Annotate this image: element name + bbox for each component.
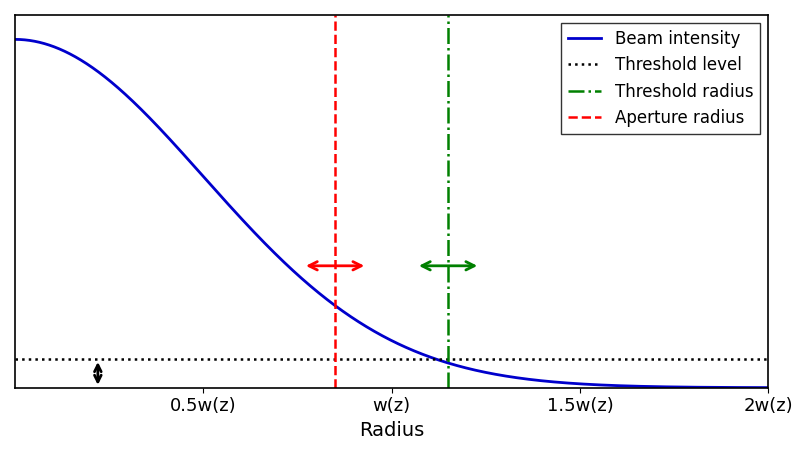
Line: Beam intensity: Beam intensity bbox=[15, 40, 768, 388]
Threshold level bbox=[387, 356, 397, 362]
Beam intensity bbox=[356, 321, 366, 326]
Beam intensity bbox=[741, 385, 751, 390]
Threshold level bbox=[11, 356, 20, 362]
Beam intensity bbox=[377, 333, 386, 338]
Beam intensity bbox=[48, 44, 58, 49]
Legend: Beam intensity, Threshold level, Threshold radius, Aperture radius: Beam intensity, Threshold level, Thresho… bbox=[562, 23, 760, 134]
Beam intensity bbox=[742, 385, 751, 390]
X-axis label: Radius: Radius bbox=[359, 421, 424, 440]
Beam intensity bbox=[11, 37, 20, 42]
Beam intensity bbox=[764, 385, 773, 390]
Beam intensity bbox=[604, 383, 613, 388]
